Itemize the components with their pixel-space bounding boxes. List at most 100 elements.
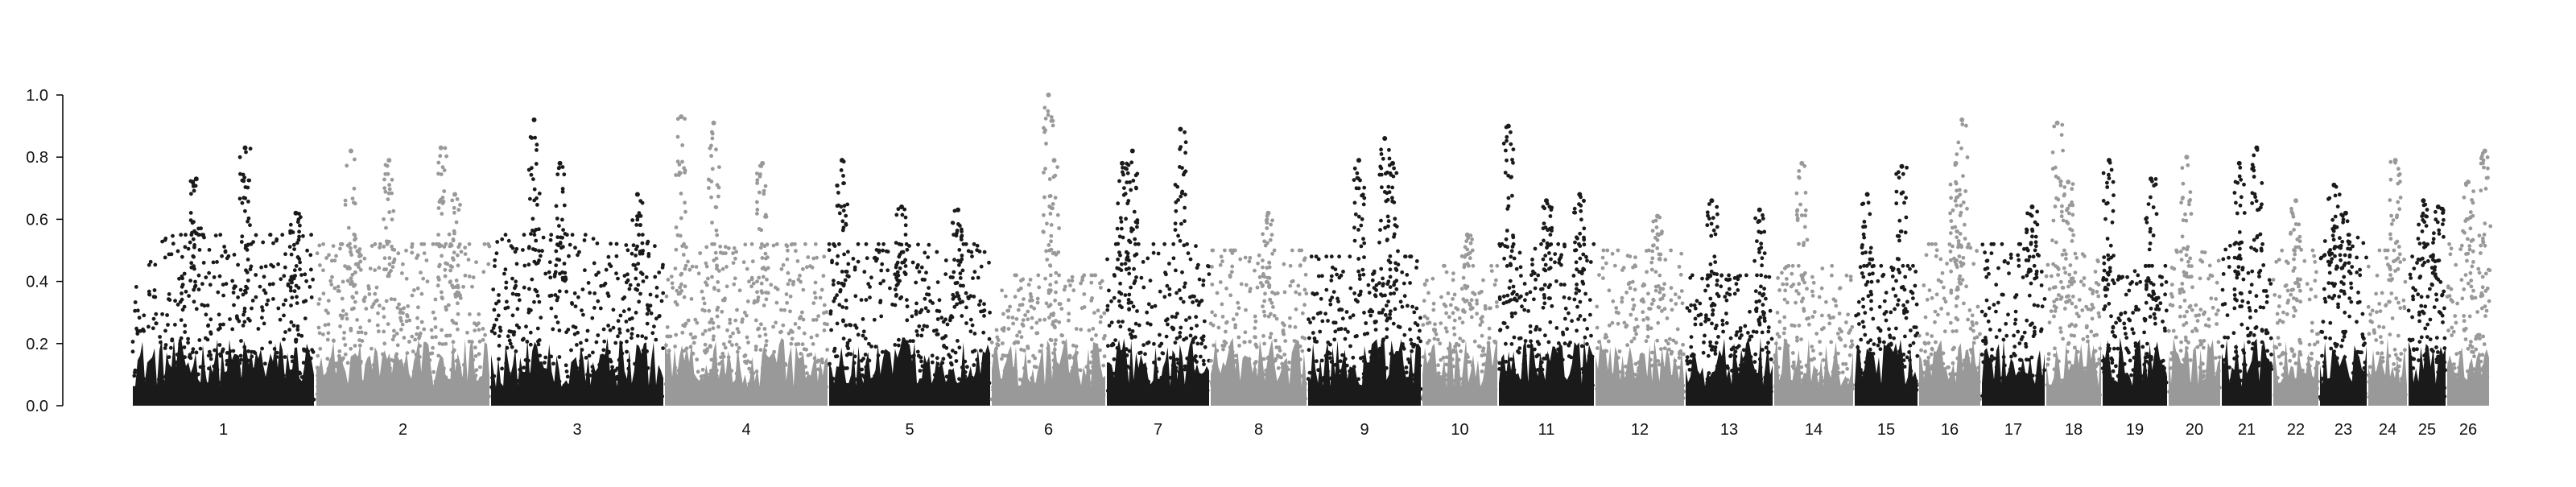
snp-point xyxy=(1364,321,1368,325)
snp-point xyxy=(506,371,511,376)
snp-point xyxy=(526,358,530,363)
snp-point xyxy=(670,281,675,286)
snp-point xyxy=(758,174,762,179)
snp-point xyxy=(731,261,736,265)
snp-point xyxy=(674,332,679,337)
snp-point xyxy=(749,386,753,390)
snp-point xyxy=(1040,374,1045,378)
snp-point xyxy=(1422,373,1427,378)
snp-point xyxy=(1124,388,1129,393)
snp-point xyxy=(674,247,679,252)
snp-point xyxy=(1314,254,1319,259)
snp-point xyxy=(861,329,866,334)
snp-point xyxy=(1266,314,1271,319)
snp-point xyxy=(1383,312,1388,317)
snp-point xyxy=(196,384,200,389)
snp-point xyxy=(1022,297,1026,301)
snp-point xyxy=(392,259,396,264)
snp-point xyxy=(1649,363,1654,368)
snp-point xyxy=(1049,378,1054,383)
snp-point xyxy=(1443,304,1448,308)
snp-point xyxy=(720,266,725,271)
snp-point xyxy=(845,340,850,345)
snp-point xyxy=(881,279,886,283)
snp-point xyxy=(1404,370,1409,375)
snp-point xyxy=(1426,291,1430,295)
snp-point xyxy=(650,331,655,336)
snp-point xyxy=(964,305,968,310)
snp-point xyxy=(290,359,295,364)
snp-point xyxy=(1567,296,1571,301)
snp-point xyxy=(1117,179,1121,184)
snp-point xyxy=(1328,376,1333,381)
snp-point xyxy=(503,233,508,237)
snp-point xyxy=(448,333,452,338)
chromosome-6-points xyxy=(989,93,1107,406)
snp-point xyxy=(638,365,642,369)
snp-point xyxy=(1408,397,1412,402)
snp-point xyxy=(949,314,954,318)
snp-point xyxy=(1281,391,1286,396)
snp-point xyxy=(691,351,696,356)
snp-point xyxy=(640,334,645,339)
snp-point xyxy=(367,292,372,296)
snp-point xyxy=(1179,194,1183,199)
snp-point xyxy=(1559,262,1563,267)
snp-point xyxy=(266,387,271,392)
snp-point xyxy=(584,356,588,360)
snp-point xyxy=(818,389,823,393)
snp-point xyxy=(755,208,760,212)
snp-point xyxy=(643,377,648,382)
snp-point xyxy=(1176,198,1180,202)
snp-point xyxy=(637,233,641,237)
snp-point xyxy=(1201,338,1205,342)
snp-point xyxy=(1039,386,1044,390)
snp-point xyxy=(954,233,959,238)
snp-point xyxy=(900,260,905,265)
snp-point xyxy=(1091,354,1096,359)
snp-point xyxy=(304,279,308,283)
snp-point xyxy=(776,361,781,365)
snp-point xyxy=(1333,329,1338,334)
snp-point xyxy=(454,279,459,283)
snp-point xyxy=(387,256,392,260)
snp-point xyxy=(444,305,448,309)
snp-point xyxy=(301,361,306,365)
snp-point xyxy=(1378,228,1382,232)
snp-point xyxy=(138,390,143,395)
snp-point xyxy=(1581,370,1586,375)
snp-point xyxy=(898,279,902,283)
snp-point xyxy=(188,279,193,283)
snp-point xyxy=(959,237,964,241)
snp-point xyxy=(1334,391,1338,396)
snp-point xyxy=(1590,354,1595,359)
snp-point xyxy=(253,351,258,355)
snp-point xyxy=(180,291,184,295)
snp-point xyxy=(739,386,744,391)
snp-point xyxy=(278,362,283,367)
snp-point xyxy=(900,213,905,217)
snp-point xyxy=(1261,232,1265,237)
snp-point xyxy=(130,349,135,354)
snp-point xyxy=(449,368,453,372)
snp-point xyxy=(1126,298,1131,302)
chromosome-11-points xyxy=(1497,123,1596,406)
snp-point xyxy=(765,359,770,363)
snp-point xyxy=(386,394,391,398)
snp-point xyxy=(657,270,662,274)
snp-point xyxy=(1329,279,1334,283)
snp-point xyxy=(1031,353,1035,358)
snp-point xyxy=(1468,391,1472,395)
snp-point xyxy=(1044,301,1049,306)
snp-point xyxy=(1504,237,1509,241)
snp-point xyxy=(388,366,392,370)
snp-point xyxy=(776,365,781,369)
snp-point xyxy=(758,190,762,195)
snp-point xyxy=(571,324,576,328)
snp-point xyxy=(360,380,365,384)
snp-point xyxy=(415,360,420,365)
snp-point xyxy=(440,165,445,170)
snp-point xyxy=(675,159,680,164)
snp-point xyxy=(1582,317,1587,322)
snp-point xyxy=(1585,342,1589,346)
